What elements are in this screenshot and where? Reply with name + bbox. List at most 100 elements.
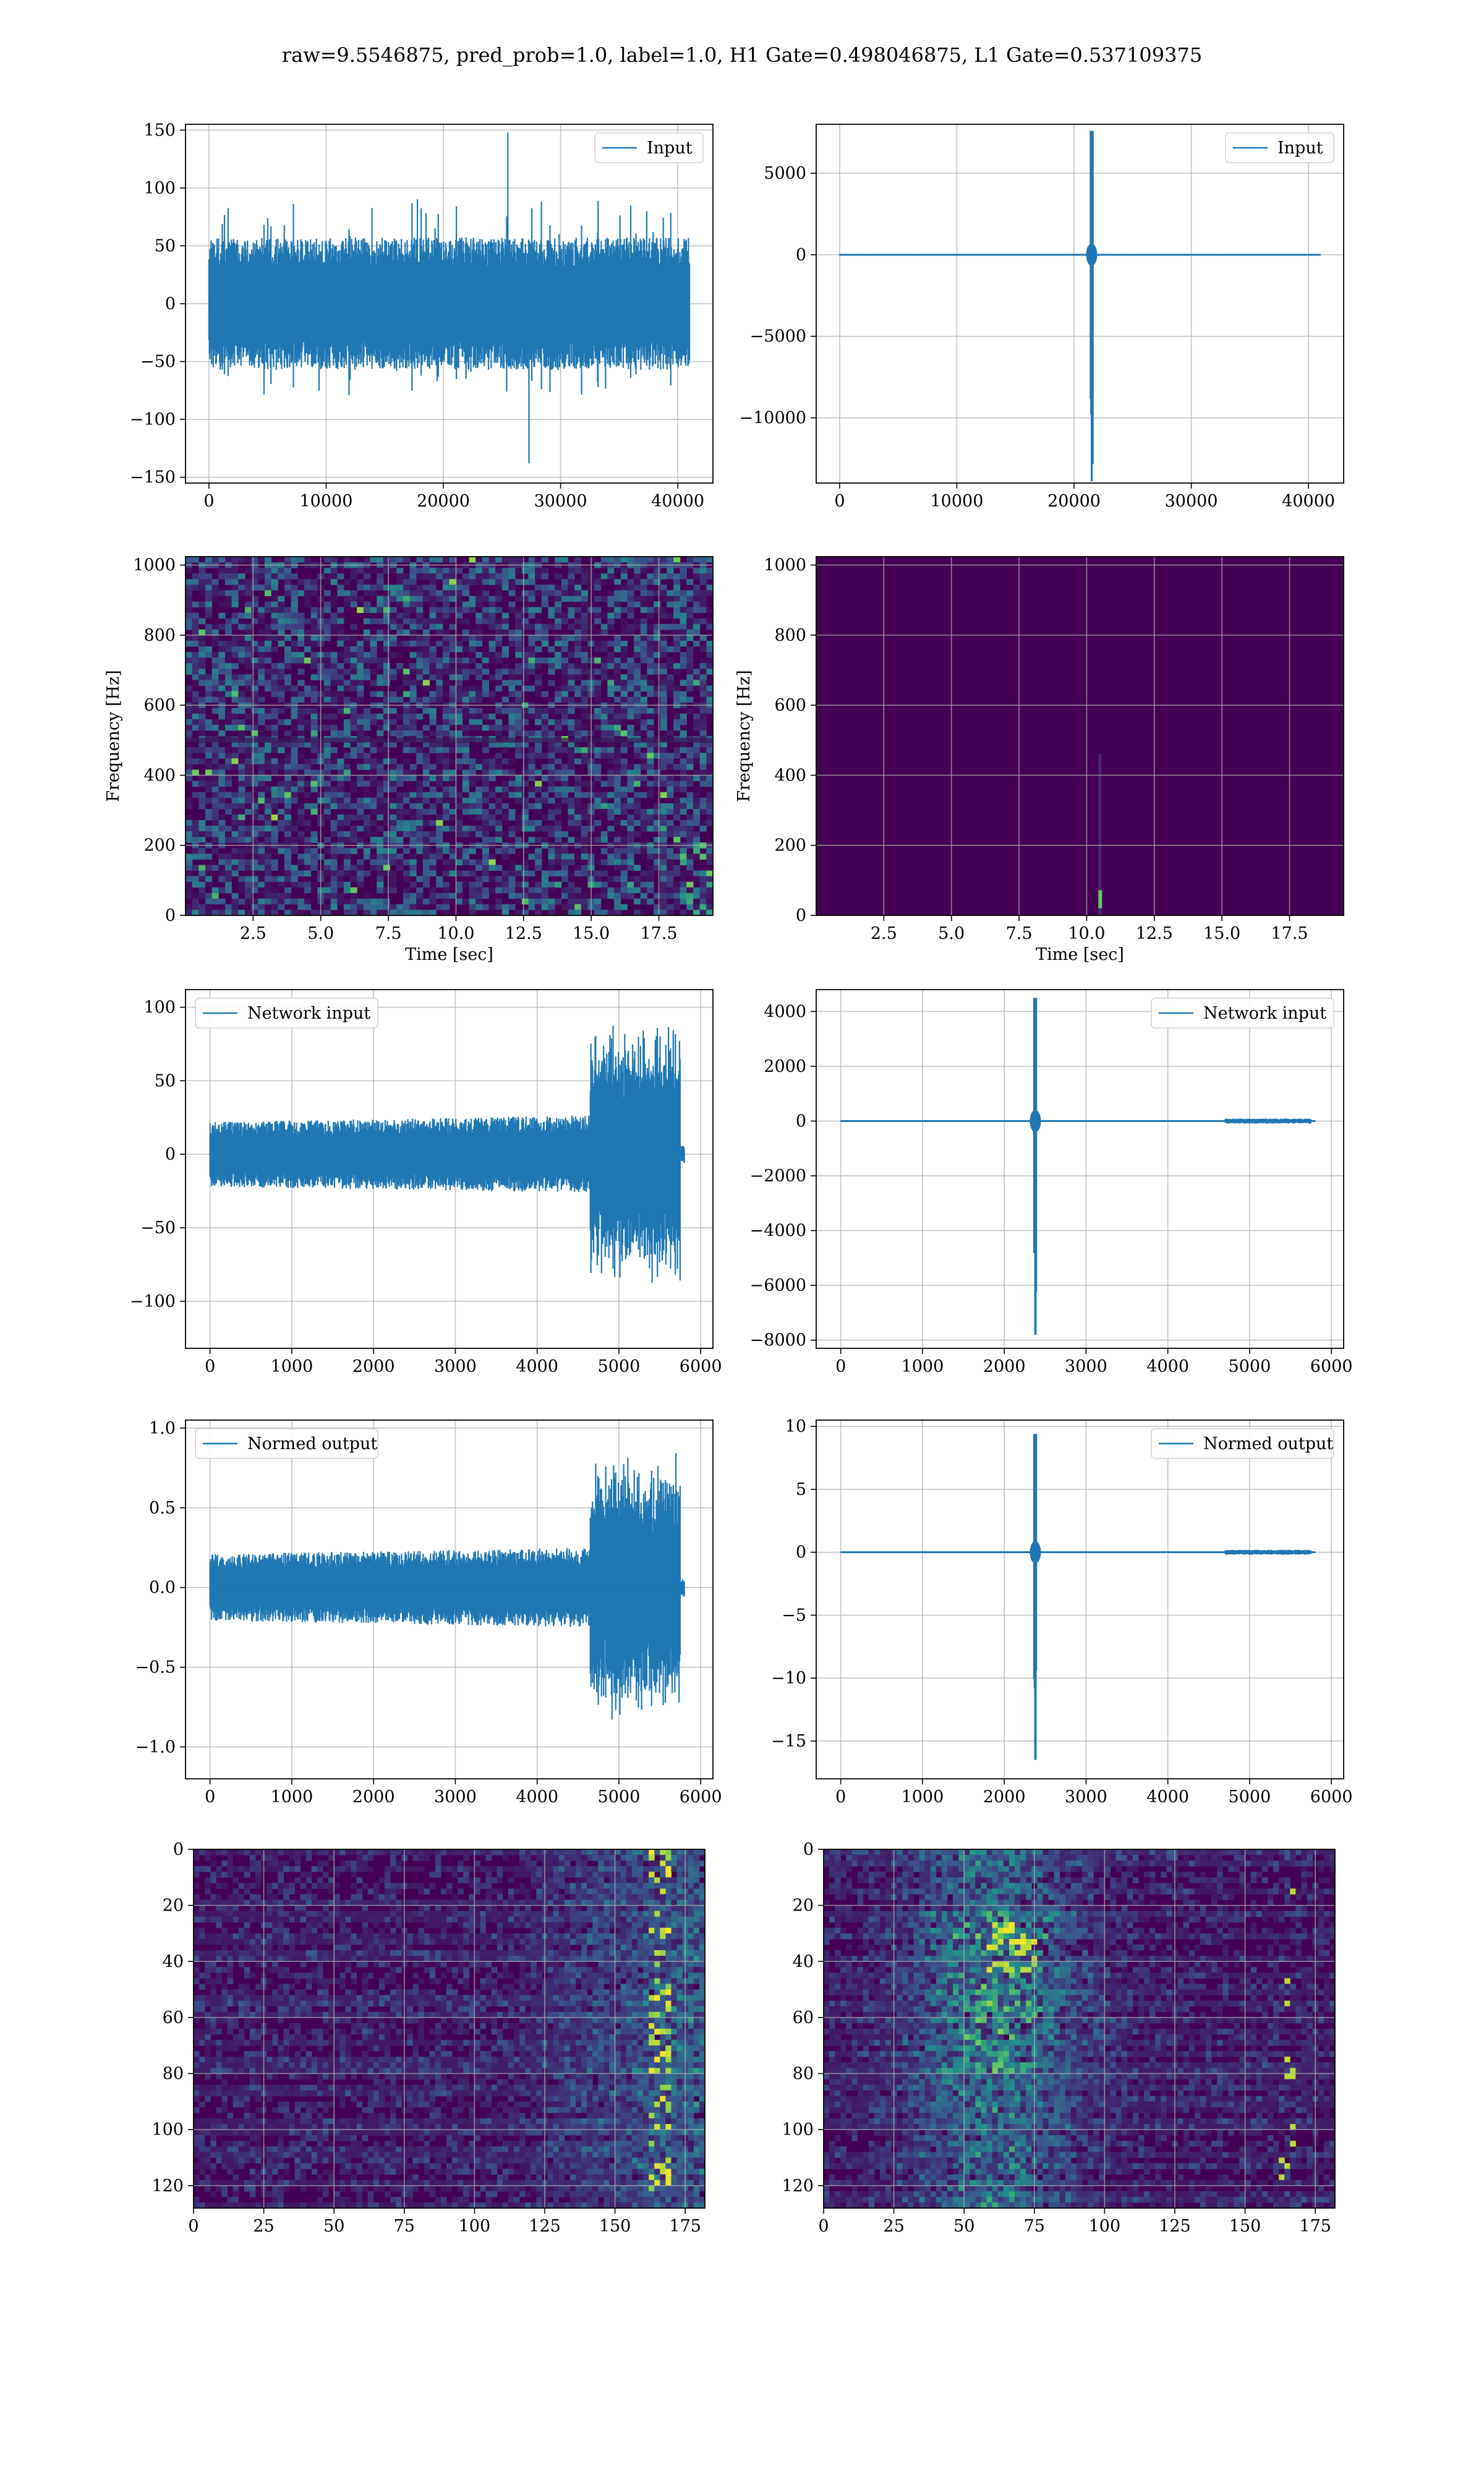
heatmap-cell bbox=[284, 781, 292, 787]
heatmap-cell bbox=[330, 596, 338, 602]
heatmap-cell bbox=[367, 1855, 374, 1861]
heatmap-cell bbox=[488, 623, 496, 630]
heatmap-cell bbox=[218, 909, 226, 915]
heatmap-cell bbox=[699, 568, 707, 574]
heatmap-cell bbox=[258, 557, 265, 563]
heatmap-cell bbox=[244, 898, 252, 905]
heatmap-cell bbox=[469, 904, 476, 910]
x-tick-label: 20000 bbox=[1047, 492, 1101, 511]
heatmap-cell bbox=[631, 1877, 638, 1883]
heatmap-cell bbox=[317, 1922, 323, 1928]
heatmap-cell bbox=[362, 1855, 369, 1861]
heatmap-cell bbox=[251, 808, 258, 815]
heatmap-cell bbox=[693, 724, 701, 731]
heatmap-cell bbox=[251, 814, 258, 821]
heatmap-cell bbox=[647, 652, 654, 658]
heatmap-cell bbox=[671, 1866, 678, 1872]
heatmap-cell bbox=[377, 618, 384, 625]
heatmap-cell bbox=[547, 1888, 554, 1894]
heatmap-cell bbox=[699, 820, 707, 826]
heatmap-cell bbox=[495, 797, 503, 804]
heatmap-cell bbox=[396, 568, 404, 574]
heatmap-cell bbox=[429, 652, 437, 658]
heatmap-cell bbox=[192, 881, 199, 888]
legend-box bbox=[594, 132, 704, 163]
y-tick-label: 400 bbox=[774, 766, 806, 785]
heatmap-cell bbox=[482, 557, 489, 563]
heatmap-cell bbox=[631, 1922, 638, 1928]
heatmap-cell bbox=[384, 1877, 391, 1883]
heatmap-cell bbox=[416, 898, 424, 905]
heatmap-cell bbox=[422, 753, 430, 759]
heatmap-cell bbox=[528, 898, 535, 905]
heatmap-cell bbox=[665, 1855, 672, 1861]
heatmap-cell bbox=[581, 646, 588, 653]
heatmap-cell bbox=[634, 708, 641, 714]
heatmap-cell bbox=[528, 652, 535, 658]
heatmap-cell bbox=[194, 1927, 200, 1934]
heatmap-cell bbox=[356, 1894, 363, 1901]
heatmap-cell bbox=[598, 1872, 604, 1878]
y-tick-label: −5 bbox=[782, 1606, 806, 1625]
heatmap-cell bbox=[548, 758, 555, 764]
heatmap-cell bbox=[462, 635, 469, 641]
heatmap-cell bbox=[637, 1849, 644, 1856]
heatmap-cell bbox=[244, 837, 252, 843]
heatmap-cell bbox=[497, 1916, 503, 1923]
heatmap-cell bbox=[686, 904, 694, 910]
heatmap-cell bbox=[429, 557, 437, 563]
heatmap-cell bbox=[654, 579, 661, 585]
heatmap-cell bbox=[643, 1866, 649, 1872]
heatmap-cell bbox=[614, 674, 621, 680]
heatmap-cell bbox=[218, 652, 226, 658]
heatmap-cell bbox=[535, 584, 542, 591]
heatmap-cell bbox=[609, 1905, 616, 1912]
heatmap-cell bbox=[667, 557, 674, 563]
heatmap-cell bbox=[660, 596, 667, 602]
heatmap-cell bbox=[323, 814, 331, 821]
heatmap-cell bbox=[272, 1905, 278, 1912]
heatmap-cell bbox=[289, 1849, 296, 1856]
heatmap-cell bbox=[568, 607, 575, 614]
heatmap-cell bbox=[390, 1927, 396, 1934]
heatmap-cell bbox=[310, 685, 318, 691]
heatmap-cell bbox=[607, 640, 615, 647]
heatmap-cell bbox=[686, 635, 694, 641]
x-tick-label: 12.5 bbox=[505, 924, 542, 943]
heatmap-cell bbox=[211, 764, 219, 770]
heatmap-cell bbox=[244, 758, 252, 764]
heatmap-cell bbox=[297, 724, 305, 731]
heatmap-cell bbox=[600, 669, 608, 675]
heatmap-cell bbox=[244, 663, 252, 669]
heatmap-cell bbox=[607, 590, 615, 596]
heatmap-cell bbox=[258, 854, 265, 860]
heatmap-cell bbox=[640, 708, 647, 714]
heatmap-cell bbox=[370, 865, 377, 871]
heatmap-cell bbox=[555, 612, 562, 619]
heatmap-cell bbox=[680, 573, 687, 580]
heatmap-cell bbox=[224, 568, 232, 574]
heatmap-cell bbox=[480, 1916, 487, 1923]
heatmap-cell bbox=[449, 696, 456, 703]
heatmap-cell bbox=[600, 837, 608, 843]
heatmap-cell bbox=[377, 848, 384, 854]
heatmap-cell bbox=[627, 876, 634, 883]
heatmap-cell bbox=[488, 601, 496, 608]
heatmap-cell bbox=[541, 876, 548, 883]
heatmap-cell bbox=[238, 1916, 245, 1923]
heatmap-cell bbox=[416, 747, 424, 753]
heatmap-cell bbox=[475, 640, 483, 647]
heatmap-cell bbox=[403, 792, 411, 798]
heatmap-cell bbox=[205, 685, 213, 691]
spike-column bbox=[1098, 754, 1102, 915]
heatmap-cell bbox=[377, 898, 384, 905]
heatmap-cell bbox=[221, 1899, 228, 1906]
x-tick-label: 0 bbox=[835, 1357, 846, 1376]
heatmap-cell bbox=[475, 892, 483, 899]
heatmap-cell bbox=[640, 775, 647, 781]
heatmap-cell bbox=[436, 892, 443, 899]
heatmap-cell bbox=[449, 854, 456, 860]
heatmap-cell bbox=[456, 618, 463, 625]
heatmap-cell bbox=[278, 657, 285, 664]
heatmap-cell bbox=[501, 680, 509, 686]
